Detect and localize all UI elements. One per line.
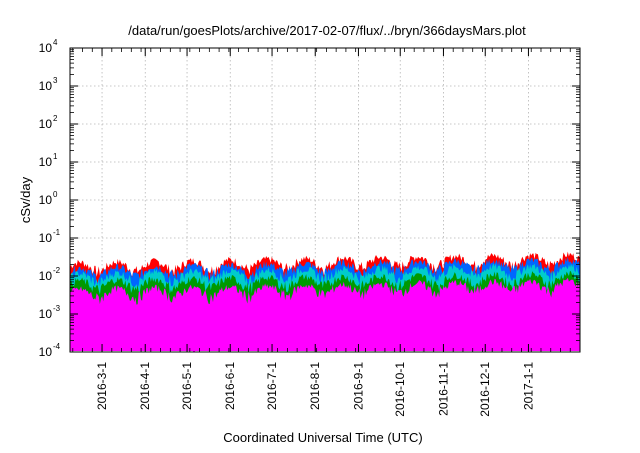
x-tick-label: 2016-11-1 [436, 362, 450, 416]
y-tick-exponent: 4 [53, 38, 58, 47]
y-tick-exponent: -1 [53, 228, 61, 237]
x-tick-label: 2017-1-1 [521, 362, 535, 410]
y-tick-label: 10 [39, 117, 53, 131]
y-tick-label: 10 [39, 155, 53, 169]
y-tick-label: 10 [39, 41, 53, 55]
x-tick-label: 2016-4-1 [138, 362, 152, 410]
x-tick-label: 2016-9-1 [351, 362, 365, 410]
y-tick-exponent: 1 [53, 152, 58, 161]
y-tick-exponent: -2 [53, 266, 61, 275]
x-tick-label: 2016-8-1 [308, 362, 322, 410]
data-series [70, 251, 580, 352]
x-tick-label: 2016-5-1 [180, 362, 194, 410]
x-tick-label: 2016-10-1 [393, 362, 407, 417]
x-tick-label: 2016-7-1 [265, 362, 279, 410]
y-tick-exponent: -4 [53, 342, 61, 351]
y-tick-exponent: 3 [53, 76, 58, 85]
x-axis-label: Coordinated Universal Time (UTC) [223, 430, 422, 445]
y-tick-label: 10 [39, 269, 53, 283]
y-tick-label: 10 [39, 231, 53, 245]
y-axis-label: cSv/day [18, 176, 33, 223]
y-tick-exponent: 2 [53, 114, 58, 123]
chart-title: /data/run/goesPlots/archive/2017-02-07/f… [128, 23, 526, 38]
y-tick-exponent: -3 [53, 304, 61, 313]
y-tick-label: 10 [39, 345, 53, 359]
y-tick-label: 10 [39, 79, 53, 93]
series-band-5 [70, 277, 580, 351]
x-tick-label: 2016-3-1 [95, 362, 109, 410]
y-tick-label: 10 [39, 307, 53, 321]
y-tick-exponent: 0 [53, 190, 58, 199]
x-tick-label: 2016-6-1 [223, 362, 237, 410]
x-tick-label: 2016-12-1 [478, 362, 492, 417]
y-tick-label: 10 [39, 193, 53, 207]
